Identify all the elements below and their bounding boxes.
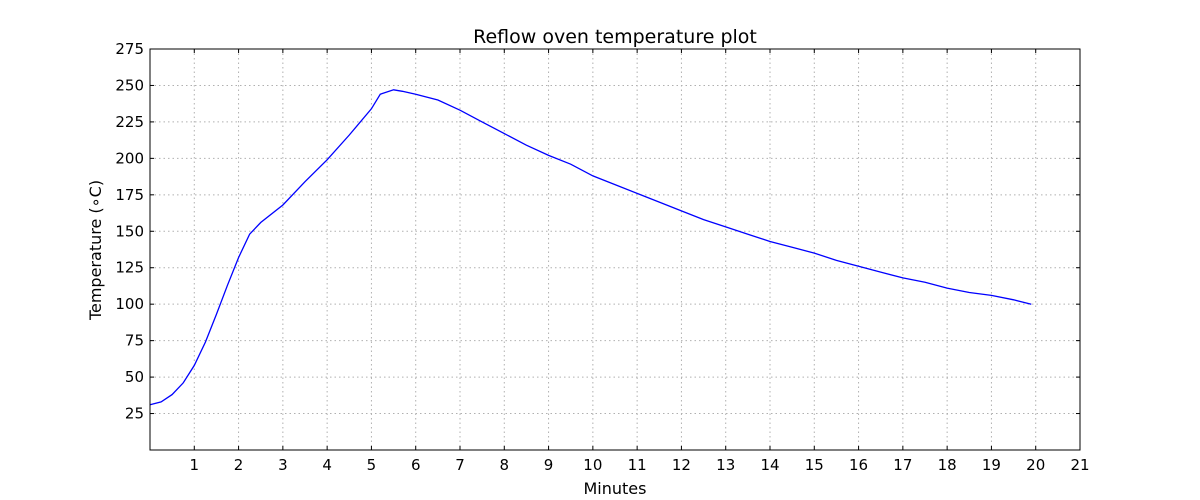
x-tick-label: 14 — [760, 456, 779, 474]
y-tick-label: 175 — [115, 186, 144, 204]
y-tick-label: 250 — [115, 76, 144, 94]
x-tick-label: 1 — [190, 456, 200, 474]
x-tick-label: 15 — [805, 456, 824, 474]
x-tick-label: 4 — [322, 456, 332, 474]
y-tick-label: 75 — [125, 332, 144, 350]
x-ticks: 1 2 3 4 5 6 7 8 9 10 11 12 13 14 15 16 17 18 19 20 21 — [190, 49, 1090, 474]
grid-lines — [150, 49, 1080, 450]
chart-title: Reflow oven temperature plot — [473, 26, 757, 48]
x-tick-label: 17 — [893, 456, 912, 474]
x-tick-label: 2 — [234, 456, 244, 474]
x-tick-label: 9 — [544, 456, 554, 474]
x-tick-label: 19 — [982, 456, 1001, 474]
x-tick-label: 12 — [672, 456, 691, 474]
x-tick-label: 6 — [411, 456, 421, 474]
y-tick-label: 50 — [125, 368, 144, 386]
y-tick-label: 125 — [115, 259, 144, 277]
temperature-series-line — [149, 89, 1032, 406]
x-tick-label: 16 — [849, 456, 868, 474]
x-tick-label: 10 — [583, 456, 602, 474]
y-ticks: 25 50 75 100 125 150 175 200 225 250 275 — [115, 40, 1080, 423]
x-axis-label: Minutes — [584, 479, 647, 498]
x-tick-label: 3 — [278, 456, 288, 474]
y-tick-label: 200 — [115, 149, 144, 167]
y-tick-label: 25 — [125, 405, 144, 423]
plot-frame — [149, 48, 1081, 451]
x-tick-label: 13 — [716, 456, 735, 474]
y-axis-label: Temperature (∘C) — [86, 180, 105, 321]
y-tick-label: 100 — [115, 295, 144, 313]
x-tick-label: 20 — [1026, 456, 1045, 474]
x-tick-label: 8 — [500, 456, 510, 474]
x-tick-label: 11 — [628, 456, 647, 474]
y-tick-label: 150 — [115, 222, 144, 240]
x-tick-label: 7 — [455, 456, 465, 474]
y-tick-label: 225 — [115, 113, 144, 131]
x-tick-label: 21 — [1070, 456, 1089, 474]
x-tick-label: 18 — [938, 456, 957, 474]
x-tick-label: 5 — [367, 456, 377, 474]
y-tick-label: 275 — [115, 40, 144, 58]
